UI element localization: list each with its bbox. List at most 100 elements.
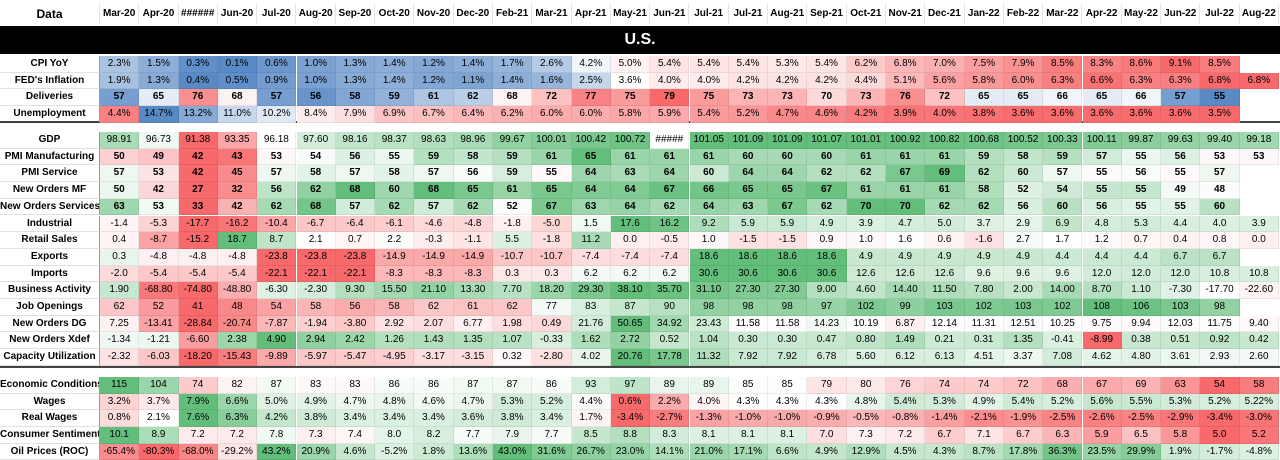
data-cell[interactable]: 1.04 — [689, 332, 729, 350]
row-label[interactable]: CPI YoY — [0, 56, 100, 73]
data-cell[interactable]: -0.33 — [532, 332, 572, 350]
data-cell[interactable]: 0.32 — [493, 349, 533, 366]
data-cell[interactable]: 0.47 — [807, 332, 847, 350]
data-cell[interactable]: -1.8 — [493, 215, 533, 233]
data-cell[interactable]: -68.0% — [178, 443, 218, 460]
data-cell[interactable]: 63 — [571, 198, 611, 216]
data-cell[interactable]: 54 — [296, 148, 336, 166]
column-header[interactable]: Feb-22 — [1003, 4, 1044, 24]
data-cell[interactable]: 18.7 — [217, 232, 258, 249]
data-cell[interactable]: 1.5 — [571, 215, 611, 233]
data-cell[interactable]: 57 — [100, 89, 140, 107]
data-cell[interactable]: 61 — [532, 148, 572, 166]
data-cell[interactable]: 56 — [335, 299, 376, 316]
data-cell[interactable]: 11.50 — [925, 282, 965, 299]
data-cell[interactable]: 65 — [728, 182, 769, 199]
data-cell[interactable]: 6.3% — [1043, 72, 1083, 90]
data-cell[interactable]: -1.6 — [964, 232, 1004, 249]
data-cell[interactable]: 29.30 — [571, 282, 611, 299]
data-cell[interactable]: 70 — [886, 198, 926, 216]
column-header[interactable]: Nov-20 — [414, 4, 454, 24]
data-cell[interactable]: 0.49 — [532, 315, 572, 333]
column-header[interactable]: Jul-21 — [689, 4, 729, 24]
data-cell[interactable]: 0.8% — [100, 410, 140, 428]
data-cell[interactable]: -1.5 — [768, 232, 808, 249]
data-cell[interactable]: 70 — [846, 198, 886, 216]
data-cell[interactable]: 64 — [768, 165, 808, 183]
data-cell[interactable]: 55 — [1082, 182, 1122, 199]
data-cell[interactable]: -0.9% — [807, 410, 847, 428]
data-cell[interactable]: 86 — [414, 377, 454, 394]
data-cell[interactable]: -3.4% — [610, 410, 651, 428]
data-cell[interactable]: 6.0% — [571, 106, 611, 123]
data-cell[interactable]: 4.3% — [925, 443, 965, 460]
data-cell[interactable]: 6.9 — [1043, 215, 1083, 233]
data-cell[interactable]: 50 — [100, 148, 140, 166]
data-cell[interactable]: 97 — [807, 299, 847, 316]
data-cell[interactable]: 4.2% — [807, 72, 847, 90]
data-cell[interactable]: -5.97 — [296, 349, 336, 366]
data-cell[interactable]: 6.8% — [886, 56, 926, 73]
data-cell[interactable]: 74 — [964, 377, 1004, 394]
data-cell[interactable]: 57 — [414, 165, 454, 183]
column-header[interactable]: Jul-21 — [728, 4, 769, 24]
data-cell[interactable]: 6.0% — [1003, 72, 1044, 90]
data-cell[interactable]: 91.38 — [178, 132, 218, 149]
data-cell[interactable]: 0.4 — [1161, 232, 1201, 249]
data-cell[interactable]: 97.60 — [296, 132, 336, 149]
data-cell[interactable]: 6.2 — [571, 265, 611, 283]
data-cell[interactable]: 3.6% — [1121, 106, 1162, 123]
data-cell[interactable]: 58 — [1239, 377, 1279, 394]
data-cell[interactable]: 9.6 — [964, 265, 1004, 283]
data-cell[interactable]: 62 — [846, 165, 886, 183]
data-cell[interactable]: 0.6% — [257, 56, 297, 73]
data-cell[interactable]: 0.8 — [1200, 232, 1240, 249]
data-cell[interactable]: -5.3 — [139, 215, 179, 233]
data-cell[interactable]: -5.2% — [375, 443, 415, 460]
data-cell[interactable]: 4.8% — [375, 393, 415, 411]
data-cell[interactable]: 64 — [571, 165, 611, 183]
data-cell[interactable]: 50.65 — [610, 315, 651, 333]
data-cell[interactable]: 1.35 — [453, 332, 493, 350]
data-cell[interactable]: 13.30 — [453, 282, 493, 299]
data-cell[interactable]: 8.3% — [1082, 56, 1122, 73]
data-cell[interactable]: 4.6% — [335, 443, 376, 460]
data-cell[interactable]: 27.30 — [728, 282, 769, 299]
data-cell[interactable]: 7.3 — [846, 427, 886, 444]
data-cell[interactable]: 89 — [650, 377, 690, 394]
data-cell[interactable]: 1.8% — [414, 443, 454, 460]
data-cell[interactable]: 1.2 — [1082, 232, 1122, 249]
row-label[interactable]: PMI Service — [0, 165, 100, 183]
data-cell[interactable]: 2.38 — [217, 332, 258, 350]
row-label[interactable]: Economic Conditions — [0, 377, 100, 394]
data-cell[interactable]: 85 — [768, 377, 808, 394]
data-cell[interactable]: 41 — [178, 299, 218, 316]
column-header[interactable]: Jun-22 — [1161, 4, 1201, 24]
data-cell[interactable]: 54 — [1200, 377, 1240, 394]
data-cell[interactable]: 6.3% — [1161, 72, 1201, 90]
data-cell[interactable]: -4.8 — [217, 248, 258, 266]
data-cell[interactable]: 45 — [217, 165, 258, 183]
data-cell[interactable]: 5.4% — [807, 56, 847, 73]
data-cell[interactable]: 65 — [1003, 89, 1044, 107]
data-cell[interactable]: -2.30 — [296, 282, 336, 299]
data-cell[interactable]: 74 — [178, 377, 218, 394]
data-cell[interactable]: 87 — [453, 377, 493, 394]
data-cell[interactable]: 79 — [807, 377, 847, 394]
data-cell[interactable]: 62 — [807, 165, 847, 183]
data-cell[interactable]: 50 — [100, 182, 140, 199]
data-cell[interactable]: 5.0 — [925, 215, 965, 233]
data-cell[interactable]: -23.8 — [296, 248, 336, 266]
data-cell[interactable]: 6.5 — [1121, 427, 1162, 444]
data-cell[interactable]: 100.92 — [886, 132, 926, 149]
data-cell[interactable]: 1.7 — [1043, 232, 1083, 249]
data-cell[interactable]: 1.9% — [1161, 443, 1201, 460]
data-cell[interactable]: -48.80 — [217, 282, 258, 299]
data-cell[interactable]: 7.0% — [925, 56, 965, 73]
column-header[interactable]: Aug-22 — [1239, 4, 1279, 24]
data-cell[interactable]: 83 — [296, 377, 336, 394]
data-cell[interactable]: 66 — [689, 182, 729, 199]
data-cell[interactable]: 66 — [1121, 89, 1162, 107]
data-cell[interactable]: 5.8% — [610, 106, 651, 123]
data-cell[interactable]: 1.9% — [100, 72, 140, 90]
